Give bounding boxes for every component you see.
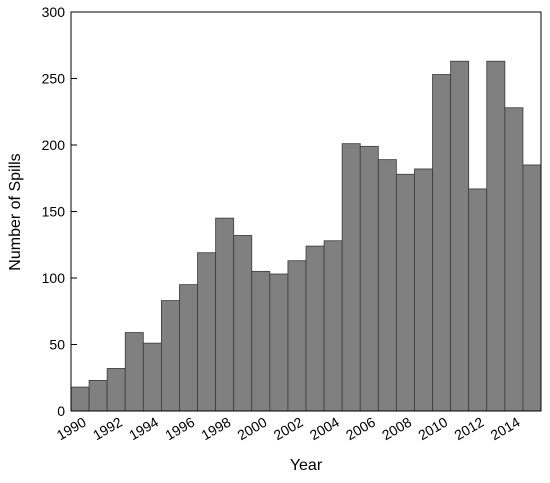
y-tick-label: 100 (42, 270, 66, 286)
bar (432, 74, 452, 412)
bar (179, 284, 198, 412)
x-tick-label: 2014 (488, 414, 523, 444)
x-tick-label: 2008 (379, 414, 414, 444)
x-tick-label: 1996 (162, 414, 197, 444)
y-tick-label: 150 (42, 204, 66, 220)
bar (215, 217, 235, 412)
bar (197, 252, 217, 412)
y-tick-label: 250 (42, 71, 66, 87)
bar (395, 173, 415, 412)
x-tick-label: 2000 (235, 414, 270, 444)
x-tick-label: 1992 (90, 414, 125, 444)
x-tick-label: 1998 (198, 414, 233, 444)
y-tick-label: 300 (42, 4, 66, 20)
bar (450, 60, 470, 412)
bar (341, 143, 361, 412)
bar (305, 245, 325, 412)
bar (287, 260, 307, 412)
x-tick-label: 2004 (307, 414, 342, 444)
bar (88, 380, 108, 412)
bar (377, 159, 397, 412)
x-axis-label: Year (290, 457, 323, 474)
bar (359, 145, 379, 412)
bar (160, 300, 180, 412)
y-tick-label: 200 (42, 137, 66, 153)
bar (522, 164, 542, 412)
bar (414, 168, 433, 412)
bar (468, 188, 488, 412)
x-tick-label: 2012 (451, 414, 486, 444)
bar (70, 386, 90, 412)
bar (269, 273, 289, 412)
bar (323, 240, 343, 412)
x-tick-label: 1994 (126, 414, 161, 444)
bar (124, 332, 144, 412)
y-tick-label: 0 (57, 403, 65, 419)
bar (106, 368, 126, 412)
x-tick-label: 2002 (271, 414, 306, 444)
bar (233, 235, 253, 412)
x-tick-label: 2010 (415, 414, 450, 444)
bar (142, 342, 162, 412)
y-tick-label: 50 (49, 337, 65, 353)
y-axis-label: Number of Spills (7, 153, 24, 270)
bar (504, 107, 524, 412)
bar (251, 270, 271, 412)
x-tick-label: 2006 (343, 414, 378, 444)
bar (486, 60, 506, 412)
